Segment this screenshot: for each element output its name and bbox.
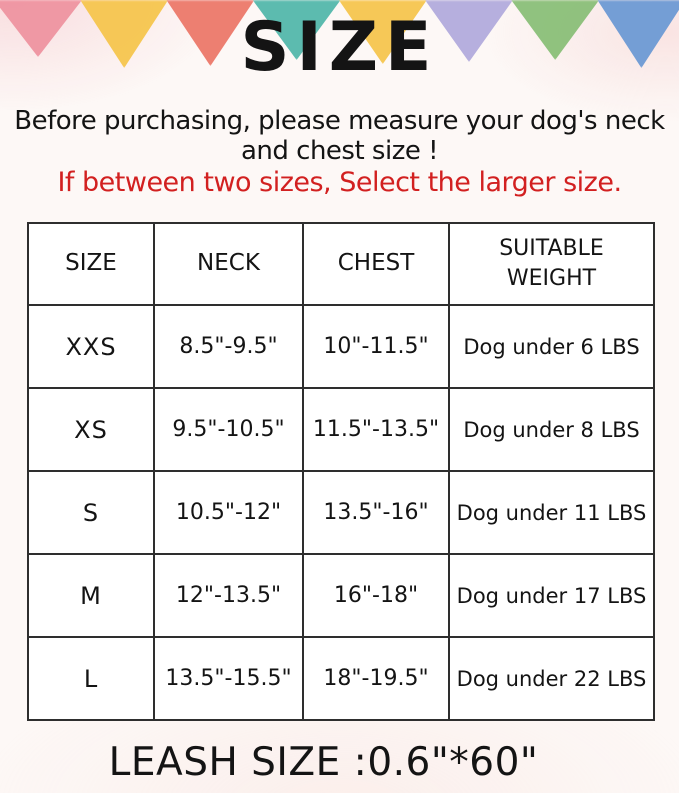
- table-row-xxs: XXS 8.5"-9.5" 10"-11.5" Dog under 6 LBS: [27, 304, 655, 389]
- chest-range: 16"-18": [302, 553, 450, 638]
- chest-range: 11.5"-13.5": [302, 387, 450, 472]
- leash-size-text: LEASH SIZE :0.6"*60": [108, 740, 539, 785]
- weight-range: Dog under 6 LBS: [448, 304, 655, 389]
- header-size: SIZE: [27, 222, 155, 306]
- header-chest: CHEST: [302, 222, 450, 306]
- sizing-note-text: If between two sizes, Select the larger …: [57, 167, 622, 198]
- page-title: SIZE: [240, 8, 439, 87]
- size-chart-table: SIZE NECK CHEST SUITABLE WEIGHT XXS 8.5"…: [27, 222, 655, 721]
- size-label: M: [27, 553, 155, 638]
- measure-instruction-text: Before purchasing, please measure your d…: [14, 106, 665, 166]
- header-row: SIZE NECK CHEST SUITABLE WEIGHT: [27, 222, 655, 306]
- table-row-m: M 12"-13.5" 16"-18" Dog under 17 LBS: [27, 553, 655, 638]
- table-row-s: S 10.5"-12" 13.5"-16" Dog under 11 LBS: [27, 470, 655, 555]
- neck-range: 13.5"-15.5": [153, 636, 304, 721]
- header-suitable-weight: SUITABLE WEIGHT: [448, 222, 655, 306]
- weight-range: Dog under 11 LBS: [448, 470, 655, 555]
- weight-range: Dog under 8 LBS: [448, 387, 655, 472]
- neck-range: 9.5"-10.5": [153, 387, 304, 472]
- neck-range: 10.5"-12": [153, 470, 304, 555]
- chest-range: 10"-11.5": [302, 304, 450, 389]
- table-row-l: L 13.5"-15.5" 18"-19.5" Dog under 22 LBS: [27, 636, 655, 721]
- size-label: S: [27, 470, 155, 555]
- weight-range: Dog under 17 LBS: [448, 553, 655, 638]
- table-row-xs: XS 9.5"-10.5" 11.5"-13.5" Dog under 8 LB…: [27, 387, 655, 472]
- neck-range: 8.5"-9.5": [153, 304, 304, 389]
- neck-range: 12"-13.5": [153, 553, 304, 638]
- weight-range: Dog under 22 LBS: [448, 636, 655, 721]
- header-neck: NECK: [153, 222, 304, 306]
- size-label: XS: [27, 387, 155, 472]
- size-label: XXS: [27, 304, 155, 389]
- size-label: L: [27, 636, 155, 721]
- chest-range: 13.5"-16": [302, 470, 450, 555]
- chest-range: 18"-19.5": [302, 636, 450, 721]
